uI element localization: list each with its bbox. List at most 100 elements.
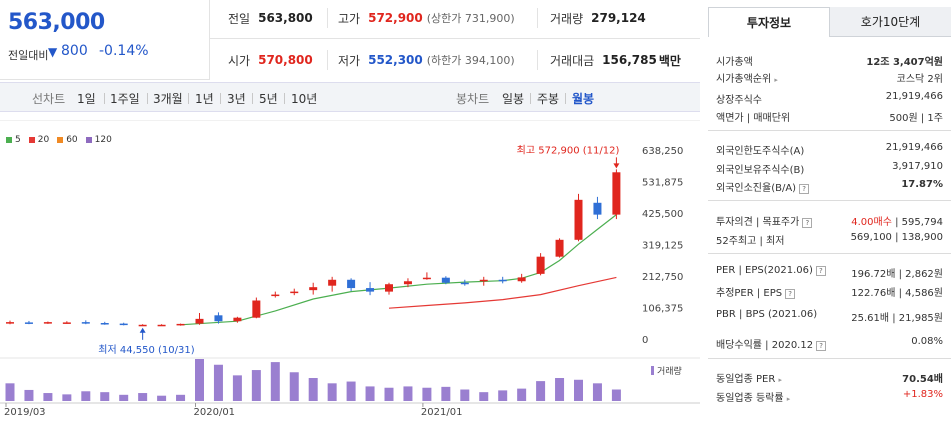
candle-body xyxy=(479,279,488,282)
tab-order-book[interactable]: 호가10단계 xyxy=(830,7,951,37)
low-value: 552,300 xyxy=(368,53,423,67)
market-cap-rank-value[interactable]: 코스닥 2위 xyxy=(896,74,943,85)
info-row: 상장주식수 21,919,466 xyxy=(716,90,950,106)
per-eps-label: PER | EPS(2021.06)? xyxy=(716,265,826,276)
help-icon[interactable]: ? xyxy=(815,266,826,276)
volume-bar xyxy=(195,359,204,401)
period-3m-button[interactable]: 3개월 xyxy=(153,92,183,106)
volume-bar xyxy=(24,389,34,401)
per-eps-value: 196.72배 | 2,862원 xyxy=(851,269,943,280)
sector-rate-label[interactable]: 동일업종 등락률 ▸ xyxy=(716,393,791,404)
volume-legend-label: 거래량 xyxy=(657,365,682,377)
high-arrow-icon xyxy=(613,163,620,169)
quote-amount: 거래대금 156,785 백만 xyxy=(550,42,681,78)
quote-open: 시가 570,800 xyxy=(228,42,313,78)
candle-body xyxy=(366,288,375,292)
candle-body xyxy=(233,317,242,322)
candle-body xyxy=(328,279,337,286)
volume-bar xyxy=(460,389,470,401)
candle-day-button[interactable]: 일봉 xyxy=(502,92,525,106)
tab-investment-info[interactable]: 투자정보 xyxy=(708,7,830,37)
volume-legend-swatch xyxy=(651,366,654,375)
sector-per-value: 70.54배 xyxy=(902,374,943,385)
info-row: 동일업종 등락률 ▸ +1.83% xyxy=(716,388,950,404)
investment-info-panel: 투자정보 호가10단계 시가총액 12조 3,407억원 시가총액순위 ▸ 코스… xyxy=(708,7,951,429)
candle-body xyxy=(612,172,621,215)
divider xyxy=(537,8,538,28)
volume-value: 279,124 xyxy=(591,11,646,25)
candle-body xyxy=(62,322,71,324)
candle-body xyxy=(593,202,602,215)
period-bar: 선차트 1일 1주일 3개월 1년 3년 5년 10년 봉차트 일봉 주봉 월봉 xyxy=(0,82,700,112)
change-rate: -0.14% xyxy=(99,43,149,59)
info-row: 외국인보유주식수(B) 3,917,910 xyxy=(716,160,950,176)
volume-bar xyxy=(138,393,148,401)
info-row: 외국인소진율(B/A)? 17.87% xyxy=(716,178,950,194)
candle-body xyxy=(574,199,583,240)
legend-swatch-ma5 xyxy=(6,137,12,143)
par-value-label: 액면가 | 매매단위 xyxy=(716,113,791,124)
candle-body xyxy=(43,322,52,324)
volume-bar xyxy=(536,381,546,401)
pbr-bps-label: PBR | BPS (2021.06) xyxy=(716,309,818,320)
chevron-right-icon: ▸ xyxy=(778,376,782,384)
divider xyxy=(284,93,285,104)
period-1d-button[interactable]: 1일 xyxy=(77,92,96,106)
period-3y-button[interactable]: 3년 xyxy=(227,92,246,106)
legend-ma20: 20 xyxy=(37,135,50,145)
candle-body xyxy=(195,318,204,324)
help-icon[interactable]: ? xyxy=(799,184,810,194)
dividend-label: 배당수익률 | 2020.12? xyxy=(716,336,827,351)
sector-per-label[interactable]: 동일업종 PER ▸ xyxy=(716,374,782,385)
divider xyxy=(147,93,148,104)
period-1w-button[interactable]: 1주일 xyxy=(110,92,140,106)
legend-swatch-ma120 xyxy=(85,137,92,143)
volume-bar xyxy=(422,387,432,401)
help-icon[interactable]: ? xyxy=(802,218,813,228)
volume-bar xyxy=(5,383,15,401)
period-1y-button[interactable]: 1년 xyxy=(195,92,214,106)
help-icon[interactable]: ? xyxy=(816,341,827,351)
candle-body xyxy=(555,239,564,257)
down-arrow-icon: ▼ xyxy=(48,45,58,59)
volume-bar xyxy=(498,390,508,401)
volume-bar xyxy=(308,378,318,401)
volume-bar xyxy=(270,362,280,401)
volume-label: 거래량 xyxy=(550,11,584,26)
y-tick-label: 638,250 xyxy=(642,146,683,157)
foreign-held-value: 3,917,910 xyxy=(892,161,943,172)
divider xyxy=(252,93,253,104)
candle-month-button[interactable]: 월봉 xyxy=(572,92,595,106)
volume-bar xyxy=(119,394,129,401)
line-chart-label: 선차트 xyxy=(32,92,66,106)
volume-bar xyxy=(232,375,242,401)
quote-prev: 전일 563,800 xyxy=(228,0,313,36)
period-10y-button[interactable]: 10년 xyxy=(291,92,318,106)
listed-shares-label: 상장주식수 xyxy=(716,95,762,106)
volume-bar xyxy=(100,392,110,401)
foreign-limit-label: 외국인한도주식수(A) xyxy=(716,146,805,157)
candle-week-button[interactable]: 주봉 xyxy=(537,92,560,106)
volume-bar xyxy=(592,383,602,401)
period-5y-button[interactable]: 5년 xyxy=(259,92,278,106)
legend-swatch-ma60 xyxy=(57,137,64,143)
candle-body xyxy=(6,322,14,324)
opinion-value: 4.00매수 | 595,794 xyxy=(851,217,943,228)
divider xyxy=(530,93,531,104)
dividend-value: 0.08% xyxy=(911,336,943,347)
price-chart[interactable]: 5 20 60 120 638,250 531,875 425,500 319,125… xyxy=(0,119,700,429)
high-value: 572,900 xyxy=(368,11,423,25)
candle-body xyxy=(176,323,185,326)
amount-value: 156,785 xyxy=(602,53,657,67)
y-tick-label: 425,500 xyxy=(642,209,683,220)
volume-bar xyxy=(81,391,91,401)
open-value: 570,800 xyxy=(258,53,313,67)
candle-body xyxy=(441,277,450,283)
amount-unit: 백만 xyxy=(658,53,681,68)
upper-limit: (상한가 731,900) xyxy=(426,12,515,25)
info-row: 52주최고 | 최저 569,100 | 138,900 xyxy=(716,231,950,247)
legend-ma120: 120 xyxy=(94,135,112,145)
help-icon[interactable]: ? xyxy=(785,289,796,299)
opinion-label: 투자의견 | 목표주가? xyxy=(716,213,813,228)
y-tick-label: 319,125 xyxy=(642,241,683,252)
